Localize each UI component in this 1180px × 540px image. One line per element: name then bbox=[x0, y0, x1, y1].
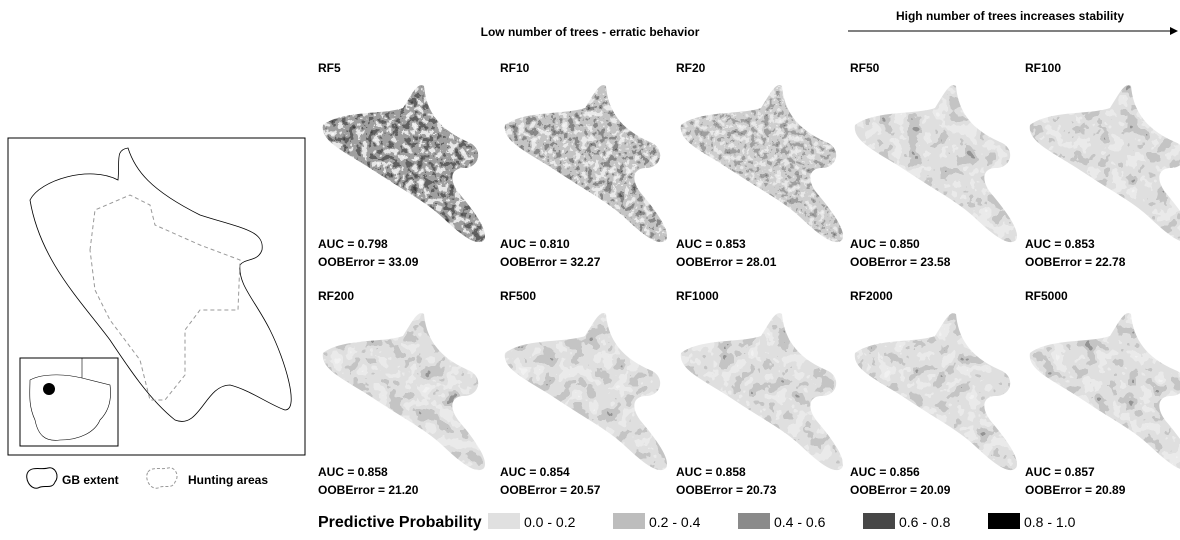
map-panel bbox=[500, 308, 672, 478]
probability-map bbox=[500, 308, 672, 478]
overview-map: GB extent Hunting areas bbox=[8, 138, 305, 488]
header-low: Low number of trees - erratic behavior bbox=[481, 25, 700, 39]
map-panel bbox=[850, 308, 1022, 478]
legend-label: 0.4 - 0.6 bbox=[774, 514, 826, 530]
hunting-icon bbox=[147, 468, 177, 488]
map-panel bbox=[1025, 308, 1180, 478]
inset-frame bbox=[20, 358, 118, 446]
map-panel bbox=[676, 80, 848, 250]
panel-auc: AUC = 0.810 bbox=[500, 237, 570, 251]
panel-label: RF10 bbox=[500, 61, 530, 75]
panel-oob: OOBError = 22.78 bbox=[1025, 255, 1126, 269]
panel-label: RF200 bbox=[318, 289, 354, 303]
probability-map bbox=[318, 308, 490, 478]
panel-auc: AUC = 0.853 bbox=[676, 237, 746, 251]
panel-oob: OOBError = 20.73 bbox=[676, 483, 777, 497]
probability-map bbox=[500, 80, 672, 250]
panel-auc: AUC = 0.850 bbox=[850, 237, 920, 251]
probability-map bbox=[1025, 80, 1180, 250]
probability-map bbox=[318, 80, 490, 250]
map-panel bbox=[1025, 80, 1180, 250]
panel-oob: OOBError = 21.20 bbox=[318, 483, 419, 497]
legend-title: Predictive Probability bbox=[318, 514, 482, 531]
panel-label: RF20 bbox=[676, 61, 706, 75]
panel-label: RF5 bbox=[318, 61, 341, 75]
panel-auc: AUC = 0.858 bbox=[676, 465, 746, 479]
map-panel bbox=[676, 308, 848, 478]
panel-label: RF100 bbox=[1025, 61, 1061, 75]
probability-legend: Predictive Probability 0.0 - 0.2 0.2 - 0.… bbox=[318, 513, 1076, 531]
panel-auc: AUC = 0.798 bbox=[318, 237, 388, 251]
map-panel bbox=[500, 80, 672, 250]
gb-extent-icon bbox=[27, 468, 57, 488]
panel-oob: OOBError = 33.09 bbox=[318, 255, 419, 269]
panel-label: RF5000 bbox=[1025, 289, 1068, 303]
legend-swatch bbox=[613, 513, 645, 529]
panel-label: RF50 bbox=[850, 61, 880, 75]
panel-oob: OOBError = 23.58 bbox=[850, 255, 951, 269]
legend-label: 0.0 - 0.2 bbox=[524, 514, 576, 530]
figure: Low number of trees - erratic behavior H… bbox=[0, 0, 1180, 535]
map-panel bbox=[850, 80, 1022, 250]
legend-swatch bbox=[863, 513, 895, 529]
legend-swatch bbox=[488, 513, 520, 529]
panel-label: RF1000 bbox=[676, 289, 719, 303]
panel-label: RF500 bbox=[500, 289, 536, 303]
header-high: High number of trees increases stability bbox=[896, 9, 1124, 23]
legend-gb: GB extent bbox=[62, 473, 119, 487]
legend-label: 0.2 - 0.4 bbox=[649, 514, 701, 530]
probability-map bbox=[850, 308, 1022, 478]
panel-oob: OOBError = 32.27 bbox=[500, 255, 601, 269]
probability-map bbox=[676, 80, 848, 250]
panel-oob: OOBError = 20.89 bbox=[1025, 483, 1126, 497]
panel-oob: OOBError = 20.57 bbox=[500, 483, 601, 497]
map-panel bbox=[318, 308, 490, 478]
panel-auc: AUC = 0.854 bbox=[500, 465, 570, 479]
panel-auc: AUC = 0.853 bbox=[1025, 237, 1095, 251]
location-dot bbox=[43, 383, 55, 395]
probability-map bbox=[1025, 308, 1180, 478]
panel-oob: OOBError = 28.01 bbox=[676, 255, 777, 269]
probability-map bbox=[850, 80, 1022, 250]
panel-label: RF2000 bbox=[850, 289, 893, 303]
arrow-head bbox=[1170, 27, 1178, 35]
map-panel bbox=[318, 80, 490, 250]
legend-label: 0.6 - 0.8 bbox=[899, 514, 951, 530]
legend-hunting: Hunting areas bbox=[188, 473, 268, 487]
legend-label: 0.8 - 1.0 bbox=[1024, 514, 1076, 530]
panels: RF5 AUC = 0.798 OOBError = 33.09 RF10 AUC = … bbox=[318, 61, 1180, 497]
panel-auc: AUC = 0.856 bbox=[850, 465, 920, 479]
panel-auc: AUC = 0.858 bbox=[318, 465, 388, 479]
legend-swatch bbox=[738, 513, 770, 529]
probability-map bbox=[676, 308, 848, 478]
legend-swatch bbox=[988, 513, 1020, 529]
panel-auc: AUC = 0.857 bbox=[1025, 465, 1095, 479]
panel-oob: OOBError = 20.09 bbox=[850, 483, 951, 497]
